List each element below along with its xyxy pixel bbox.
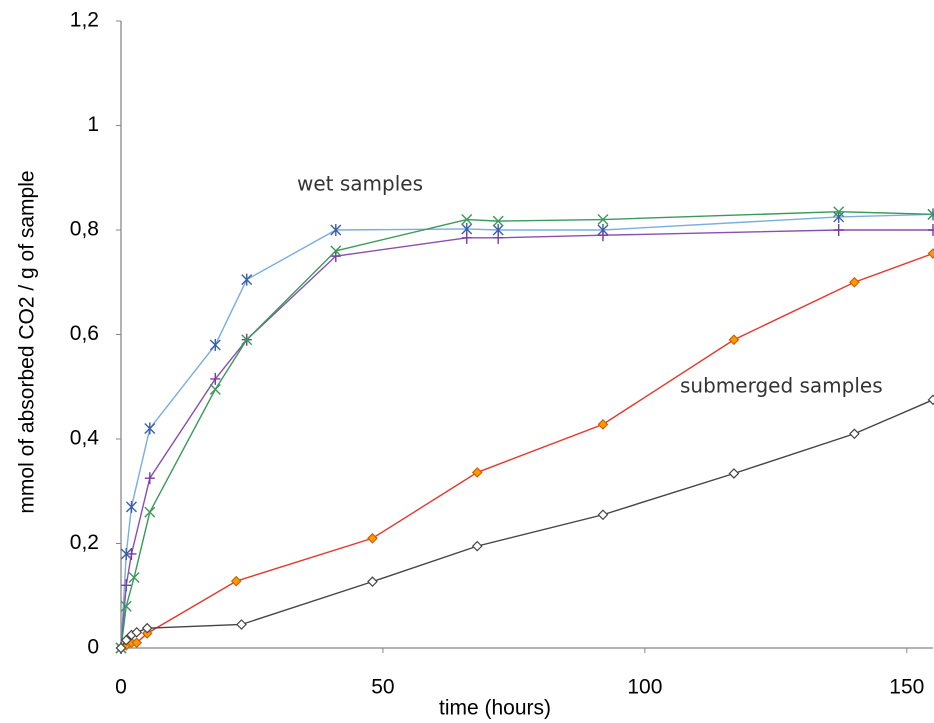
marker (927, 208, 934, 220)
y-tick-label: 0,6 (70, 322, 99, 345)
marker (597, 509, 609, 521)
series-line (120, 213, 934, 649)
marker (367, 532, 378, 544)
marker (144, 506, 156, 518)
y-tick-label: 1 (87, 113, 99, 136)
marker (144, 472, 155, 485)
marker (597, 229, 608, 242)
marker (209, 338, 221, 351)
series-line (120, 229, 933, 649)
marker (728, 468, 740, 479)
marker (471, 540, 483, 552)
marker (330, 224, 342, 236)
marker (330, 245, 342, 257)
marker (131, 626, 143, 638)
x-tick-label: 50 (371, 676, 394, 699)
x-tick-label: 150 (889, 676, 924, 699)
annotation: submerged samples (680, 374, 883, 398)
marker (833, 206, 845, 218)
marker (120, 547, 132, 560)
marker (131, 637, 143, 649)
marker (210, 372, 221, 385)
y-axis-label: mmol of absorbed CO2 / g of sample (16, 170, 39, 513)
series-line (120, 399, 934, 649)
y-tick-label: 0,4 (70, 427, 100, 450)
marker (927, 248, 934, 259)
marker (126, 547, 137, 560)
marker (209, 383, 221, 395)
marker (125, 500, 137, 513)
series-line (120, 252, 934, 649)
marker (833, 210, 845, 223)
marker (330, 250, 341, 263)
marker (927, 394, 934, 406)
marker (849, 276, 860, 288)
y-tick-label: 0,2 (70, 531, 99, 554)
marker (597, 214, 609, 226)
marker (241, 334, 253, 346)
marker (120, 634, 132, 646)
marker (492, 215, 504, 227)
marker (115, 642, 127, 654)
marker (471, 467, 483, 478)
marker (120, 600, 132, 612)
marker (461, 214, 473, 226)
marker (833, 224, 844, 236)
marker (121, 579, 132, 592)
x-tick-label: 100 (627, 676, 662, 699)
marker (236, 619, 247, 630)
y-tick-label: 0,8 (70, 218, 99, 241)
marker (728, 334, 740, 346)
x-axis-label: time (hours) (439, 697, 551, 720)
marker (241, 273, 253, 286)
marker (461, 231, 472, 244)
y-tick-label: 0 (87, 636, 99, 659)
marker (493, 231, 504, 244)
annotation: wet samples (297, 172, 423, 196)
y-tick-label: 1,2 (70, 9, 99, 32)
marker (849, 428, 860, 440)
marker (128, 571, 140, 583)
marker (141, 622, 153, 634)
x-tick-label: 0 (115, 676, 127, 699)
marker (597, 419, 609, 430)
marker (144, 422, 156, 435)
marker (928, 224, 934, 236)
marker (367, 576, 378, 587)
series-line (120, 211, 934, 649)
marker (230, 575, 242, 587)
